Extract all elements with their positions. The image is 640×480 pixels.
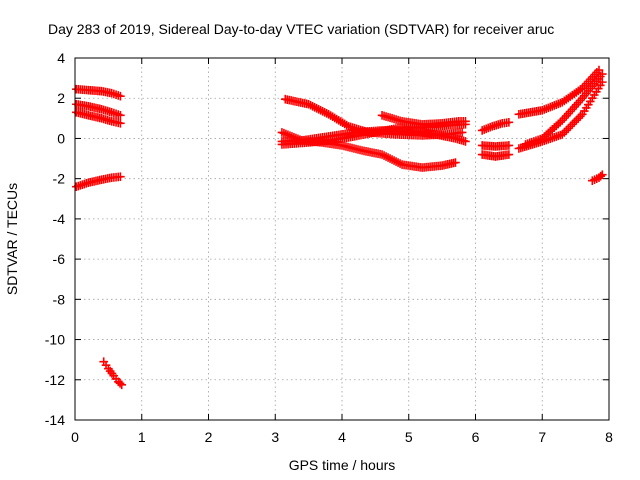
x-tick-label: 2 [205,429,213,445]
series-arc-n [514,65,604,119]
data-point [594,65,604,75]
data-point [461,137,470,146]
x-axis-label: GPS time / hours [289,457,396,473]
points-layer [72,65,607,390]
chart-title: Day 283 of 2019, Sidereal Day-to-day VTE… [48,21,554,37]
x-tick-label: 0 [71,429,79,445]
data-point [116,91,125,101]
x-tick-label: 6 [472,429,480,445]
series-arc-a [72,84,125,101]
series-arc-c [72,108,125,128]
x-tick-label: 7 [538,429,546,445]
y-tick-label: 0 [57,130,65,146]
y-tick-label: -12 [45,372,65,388]
series-arc-j [377,111,470,129]
y-tick-label: -6 [53,251,66,267]
data-point [117,380,127,390]
data-point [116,172,125,181]
tick-label-layer: 0 1 2 3 4 5 6 7 8 -14 -12 -10 -8 -6 -4 -2 0 2 4 [45,50,613,445]
data-point [504,150,514,159]
x-tick-label: 5 [405,429,413,445]
series-arc-p [514,77,607,153]
x-tick-label: 8 [605,429,613,445]
y-tick-label: 2 [57,90,65,106]
y-axis-label: SDTVAR / TECUs [4,183,20,295]
y-tick-label: -10 [45,332,65,348]
data-point [116,119,125,128]
y-tick-label: -2 [53,171,66,187]
series-arc-m [477,150,514,161]
series-arc-e [99,357,127,390]
y-tick-label: 4 [57,50,65,66]
data-point [504,118,514,127]
x-tick-label: 1 [138,429,146,445]
series-arc-b [72,99,125,120]
grid-layer [75,58,609,420]
y-tick-label: -14 [45,412,65,428]
data-point [504,141,514,150]
series-arc-k [477,118,514,135]
series-arc-i [277,126,470,146]
data-point [598,77,607,87]
series-arc-l [477,141,514,151]
plot-frame [74,57,610,421]
x-tick-label: 3 [271,429,279,445]
data-point [598,69,607,79]
data-point [598,170,607,179]
y-tick-label: -8 [53,291,66,307]
x-tick-label: 4 [338,429,346,445]
data-point [457,128,467,137]
series-arc-q [588,170,607,185]
y-tick-label: -4 [53,211,66,227]
series-arc-d [72,172,125,192]
data-point [116,111,125,120]
data-point [461,117,470,126]
data-point [451,158,460,167]
